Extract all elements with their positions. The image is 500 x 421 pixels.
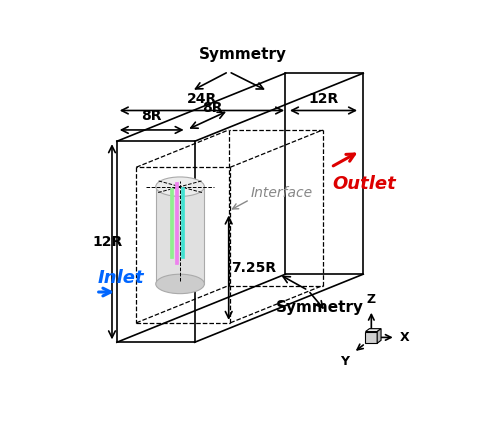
Ellipse shape [156, 274, 204, 294]
Text: Z: Z [367, 293, 376, 306]
Text: 8R: 8R [140, 109, 161, 123]
Text: Y: Y [340, 355, 349, 368]
Polygon shape [366, 332, 377, 343]
Text: Symmetry: Symmetry [276, 300, 364, 315]
Text: Inlet: Inlet [98, 269, 144, 287]
Polygon shape [366, 329, 381, 332]
Polygon shape [170, 188, 172, 258]
Text: Interface: Interface [250, 186, 312, 200]
Text: 12R: 12R [308, 92, 338, 106]
Text: 8R: 8R [202, 101, 222, 115]
Text: 7.25R: 7.25R [231, 261, 276, 275]
Polygon shape [174, 182, 178, 264]
Text: X: X [400, 331, 409, 344]
Text: Outlet: Outlet [332, 175, 396, 193]
Text: 12R: 12R [92, 235, 122, 249]
Text: 24R: 24R [186, 92, 217, 106]
Polygon shape [377, 329, 381, 343]
Polygon shape [156, 187, 204, 284]
Ellipse shape [156, 177, 204, 196]
Text: Symmetry: Symmetry [200, 47, 288, 62]
Polygon shape [181, 187, 184, 258]
